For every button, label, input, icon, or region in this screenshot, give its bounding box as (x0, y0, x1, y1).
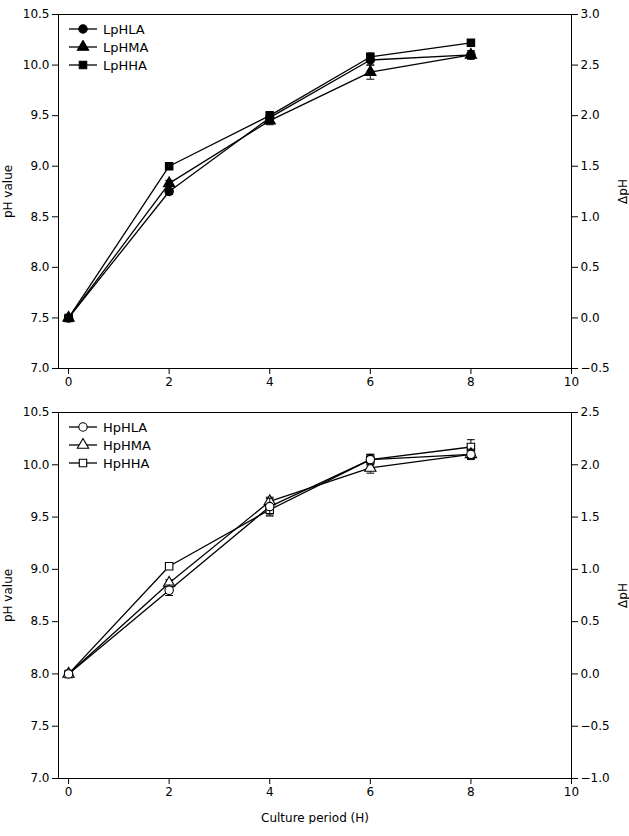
svg-text:0.5: 0.5 (581, 260, 600, 274)
svg-text:9.5: 9.5 (30, 108, 49, 122)
svg-text:7.5: 7.5 (30, 719, 49, 733)
svg-text:pH value: pH value (1, 165, 15, 218)
svg-text:0: 0 (65, 785, 73, 799)
svg-text:7.5: 7.5 (30, 311, 49, 325)
svg-text:1.0: 1.0 (581, 562, 600, 576)
svg-text:8.0: 8.0 (30, 667, 49, 681)
svg-text:8.0: 8.0 (30, 260, 49, 274)
svg-text:10.5: 10.5 (23, 7, 50, 21)
html-text:HpHMA: HpHMA (103, 437, 151, 453)
svg-text:1.0: 1.0 (581, 210, 600, 224)
html-text:HpHHA: HpHHA (103, 455, 150, 471)
svg-text:8: 8 (467, 375, 475, 389)
svg-text:Culture period (H): Culture period (H) (261, 811, 369, 825)
svg-text:4: 4 (266, 785, 274, 799)
svg-text:ΔpH: ΔpH (616, 583, 629, 608)
svg-text:0.0: 0.0 (581, 311, 600, 325)
svg-text:7.0: 7.0 (30, 771, 49, 785)
svg-text:9.0: 9.0 (30, 562, 49, 576)
svg-text:8.5: 8.5 (30, 210, 49, 224)
svg-text:10.0: 10.0 (23, 458, 50, 472)
svg-text:1.5: 1.5 (581, 159, 600, 173)
svg-text:2: 2 (165, 785, 173, 799)
html-text:LpHLA: LpHLA (103, 21, 145, 37)
svg-text:2.0: 2.0 (581, 458, 600, 472)
svg-text:0.5: 0.5 (581, 614, 600, 628)
svg-text:−1.0: −1.0 (581, 771, 610, 785)
svg-text:6: 6 (367, 785, 375, 799)
svg-text:10.5: 10.5 (23, 405, 50, 419)
svg-text:ΔpH: ΔpH (616, 179, 629, 204)
svg-text:2.5: 2.5 (581, 405, 600, 419)
svg-text:8: 8 (467, 785, 475, 799)
html-text:HpHLA: HpHLA (103, 419, 148, 435)
svg-text:7.0: 7.0 (30, 361, 49, 375)
svg-text:2: 2 (165, 375, 173, 389)
svg-text:2.0: 2.0 (581, 108, 600, 122)
svg-text:2.5: 2.5 (581, 58, 600, 72)
svg-text:3.0: 3.0 (581, 7, 600, 21)
svg-text:8.5: 8.5 (30, 614, 49, 628)
svg-text:0.0: 0.0 (581, 667, 600, 681)
svg-text:10.0: 10.0 (23, 58, 50, 72)
svg-text:9.0: 9.0 (30, 159, 49, 173)
svg-text:10: 10 (564, 375, 579, 389)
svg-text:4: 4 (266, 375, 274, 389)
svg-text:0: 0 (65, 375, 73, 389)
svg-text:−0.5: −0.5 (581, 361, 610, 375)
html-text:LpHHA: LpHHA (103, 57, 147, 73)
svg-text:6: 6 (367, 375, 375, 389)
html-text:LpHMA: LpHMA (103, 39, 149, 55)
svg-text:pH value: pH value (1, 569, 15, 622)
svg-text:9.5: 9.5 (30, 510, 49, 524)
svg-text:1.5: 1.5 (581, 510, 600, 524)
svg-text:10: 10 (564, 785, 579, 799)
svg-text:−0.5: −0.5 (581, 719, 610, 733)
